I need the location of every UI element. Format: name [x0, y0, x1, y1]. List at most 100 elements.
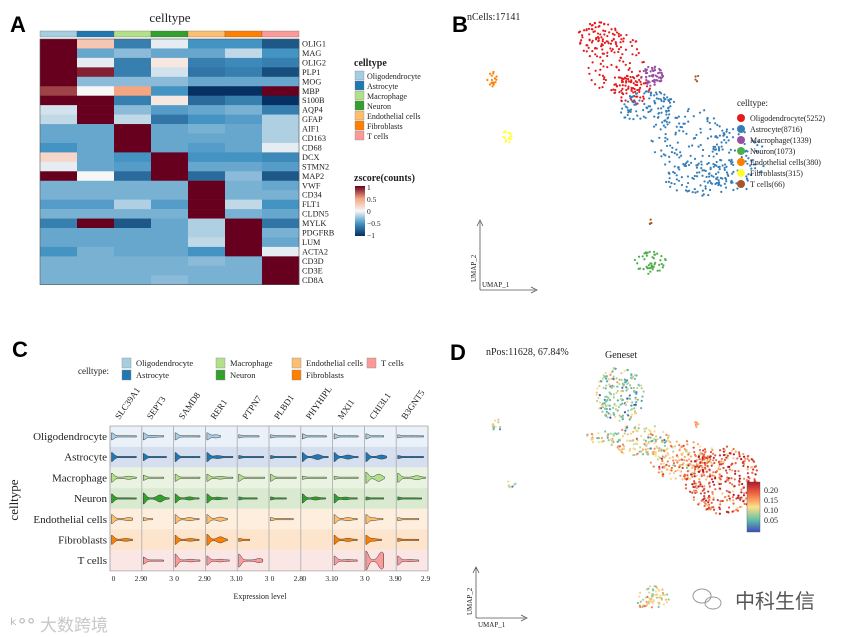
umap-point-astrocyte	[712, 165, 715, 168]
gene-label: B3GNT5	[399, 388, 427, 422]
umap-point-geneset	[712, 452, 715, 455]
umap-point-geneset	[705, 470, 708, 473]
heatmap-cell	[262, 246, 300, 257]
umap-point-astrocyte	[715, 160, 718, 164]
violin-phyhipl-astrocyte	[302, 452, 329, 463]
umap-point-geneset	[727, 478, 730, 482]
umap-point-geneset	[718, 476, 721, 479]
umap-point-macrophage	[654, 69, 657, 72]
umap-point-oligodendrocyte	[648, 89, 651, 92]
umap-point-geneset	[672, 464, 675, 467]
umap-point-astrocyte	[717, 181, 720, 184]
umap-point-geneset	[674, 477, 677, 480]
umap-point-geneset	[722, 460, 725, 463]
umap-point-geneset	[673, 445, 676, 448]
umap-point-astrocyte	[707, 175, 711, 178]
gene-label: OLIG2	[302, 58, 326, 67]
umap-point-geneset	[738, 453, 741, 456]
umap-point-geneset	[667, 436, 670, 440]
umap-point-geneset	[645, 603, 649, 606]
umap-point-oligodendrocyte	[606, 34, 609, 38]
umap-point-astrocyte	[724, 176, 727, 180]
umap-point-geneset	[714, 488, 717, 491]
heatmap-cell	[188, 67, 226, 78]
umap-point-geneset	[639, 600, 642, 603]
umap-point-geneset	[706, 464, 709, 468]
umap-point-geneset	[712, 459, 715, 462]
legend-dot	[737, 125, 745, 133]
umap-point-geneset	[657, 589, 661, 592]
umap-point-astrocyte	[668, 113, 671, 116]
umap-point-geneset	[708, 506, 711, 509]
umap-point-astrocyte	[664, 140, 667, 143]
heatmap-cell	[225, 180, 263, 191]
umap-point-astrocyte	[686, 190, 689, 193]
umap-point-oligodendrocyte	[591, 39, 594, 42]
umap-point-geneset	[612, 440, 615, 444]
heatmap-cell	[262, 218, 300, 229]
umap-point-astrocyte	[723, 182, 726, 186]
heatmap-cell	[77, 152, 115, 163]
umap-point-geneset	[698, 445, 702, 448]
umap-point-geneset	[625, 389, 628, 392]
umap-point-astrocyte	[675, 189, 678, 192]
umap-point-geneset	[652, 589, 655, 592]
umap-point-geneset	[612, 377, 615, 380]
umap-point-geneset	[719, 500, 722, 503]
umap-point-neuron	[662, 264, 665, 267]
umap-point-astrocyte	[707, 161, 710, 165]
umap-point-geneset	[752, 468, 755, 471]
umap-point-geneset	[703, 484, 706, 488]
umap-point-astrocyte	[662, 105, 665, 108]
umap-point-astrocyte	[657, 115, 660, 119]
umap-point-geneset	[625, 386, 628, 389]
umap-point-oligodendrocyte	[601, 59, 604, 62]
umap-point-astrocyte	[666, 123, 669, 126]
umap-point-oligodendrocyte	[602, 65, 605, 68]
umap-point-oligodendrocyte	[636, 83, 639, 87]
umap-point-geneset	[743, 502, 746, 505]
umap-point-geneset	[723, 449, 727, 452]
heatmap-cell	[151, 105, 189, 115]
umap-point-astrocyte	[632, 101, 635, 104]
heatmap-cell	[188, 265, 226, 276]
umap-point-geneset	[590, 432, 594, 436]
violin-plbd1-oligodendrocyte	[270, 434, 296, 439]
umap-point-geneset	[719, 503, 722, 506]
heatmap-cell	[262, 171, 300, 182]
umap-point-geneset	[718, 508, 722, 511]
umap-point-astrocyte	[692, 115, 695, 118]
umap-point-oligodendrocyte	[641, 61, 644, 64]
umap-point-neuron	[645, 254, 648, 257]
umap-point-geneset	[707, 482, 711, 485]
heatmap-cell	[262, 76, 300, 87]
umap-point-geneset	[656, 438, 659, 441]
umap-point-geneset	[685, 449, 688, 452]
heatmap-cell	[77, 237, 115, 248]
legend-swatch	[215, 357, 226, 369]
umap-point-geneset	[720, 475, 723, 478]
umap-point-geneset	[713, 461, 716, 465]
umap-point-astrocyte	[694, 191, 697, 194]
heatmap-cell	[114, 48, 152, 59]
umap-point-astrocyte	[684, 164, 688, 168]
heatmap-cell	[225, 142, 263, 153]
umap-point-macrophage	[644, 72, 647, 75]
umap-point-geneset	[498, 428, 502, 431]
umap-point-geneset	[636, 398, 639, 401]
heatmap-cell	[40, 237, 78, 248]
umap-point-astrocyte	[672, 100, 676, 103]
umap-point-neuron	[649, 270, 652, 273]
umap-point-oligodendrocyte	[587, 66, 590, 70]
umap-point-astrocyte	[700, 163, 703, 166]
umap-point-geneset	[692, 498, 695, 501]
umap-point-geneset	[718, 474, 721, 478]
umap-point-geneset	[657, 448, 661, 452]
umap-point-astrocyte	[714, 148, 717, 151]
heatmap-cell	[225, 171, 263, 182]
umap-point-astrocyte	[673, 152, 676, 155]
umap-point-geneset	[633, 410, 637, 413]
umap-point-astrocyte	[638, 99, 641, 102]
umap-point-astrocyte	[698, 171, 701, 174]
npos-label: nPos:11628, 67.84%	[486, 347, 569, 358]
